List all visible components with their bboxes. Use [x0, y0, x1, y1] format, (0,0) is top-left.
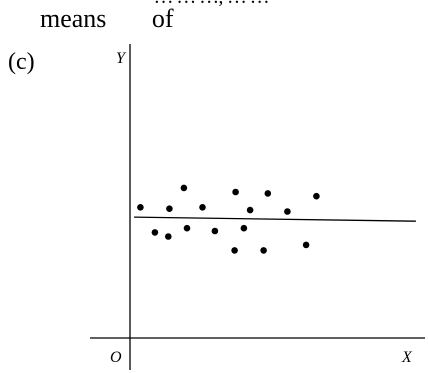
- data-point-5: [180, 184, 188, 192]
- y-axis-label: Y: [116, 50, 127, 67]
- x-axis-label: X: [401, 349, 413, 366]
- data-point-6: [183, 224, 191, 232]
- data-point-16: [302, 241, 310, 249]
- origin-label: O: [110, 349, 122, 366]
- data-point-3: [165, 233, 172, 240]
- data-point-11: [240, 224, 248, 232]
- header-text: … … …, … … means of: [40, 0, 269, 33]
- data-point-4: [166, 205, 173, 212]
- data-point-9: [231, 247, 238, 254]
- data-point-2: [151, 229, 159, 236]
- panel-label: (c): [8, 49, 35, 75]
- data-point-7: [199, 204, 206, 211]
- data-points: [137, 184, 320, 254]
- trend-line: [134, 216, 416, 222]
- data-point-1: [137, 204, 144, 211]
- data-point-13: [260, 247, 267, 254]
- data-point-12: [246, 206, 254, 214]
- header-line: means of: [40, 4, 174, 33]
- data-point-10: [232, 188, 239, 196]
- data-point-8: [211, 227, 219, 235]
- data-point-15: [284, 208, 291, 215]
- data-point-17: [313, 192, 320, 200]
- cut-text-line: … … …, … …: [155, 0, 269, 8]
- data-point-14: [264, 190, 272, 197]
- scatter-plot: Y X O: [90, 44, 425, 370]
